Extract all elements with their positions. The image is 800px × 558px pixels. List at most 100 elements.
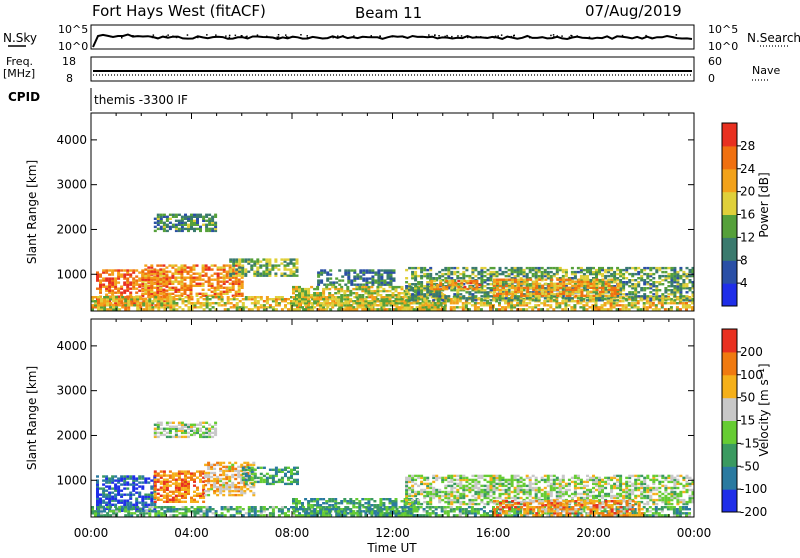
power-ylabel: Slant Range [km]: [25, 160, 39, 264]
heatmap-cell: [529, 287, 532, 289]
heatmap-cell: [584, 295, 587, 297]
heatmap-cell: [199, 428, 202, 430]
heatmap-cell: [160, 506, 163, 508]
heatmap-cell: [637, 281, 640, 283]
heatmap-cell: [207, 472, 210, 474]
nsearch-point: [287, 37, 289, 39]
heatmap-cell: [355, 286, 358, 288]
heatmap-cell: [364, 292, 367, 294]
heatmap-cell: [574, 277, 577, 279]
heatmap-cell: [429, 277, 432, 279]
heatmap-cell: [579, 306, 582, 308]
heatmap-cell: [178, 220, 181, 222]
nsearch-point: [553, 36, 555, 38]
heatmap-cell: [347, 271, 350, 273]
heatmap-cell: [610, 304, 613, 306]
heatmap-cell: [574, 281, 577, 283]
heatmap-cell: [102, 271, 105, 273]
heatmap-cell: [359, 271, 362, 273]
heatmap-cell: [111, 487, 114, 489]
heatmap-cell: [162, 271, 165, 273]
nsearch-point: [497, 35, 499, 37]
heatmap-cell: [193, 273, 196, 275]
heatmap-cell: [643, 287, 646, 289]
heatmap-cell: [160, 214, 163, 216]
heatmap-cell: [178, 499, 181, 501]
heatmap-cell: [613, 304, 616, 306]
heatmap-cell: [221, 304, 224, 306]
heatmap-cell: [511, 279, 514, 281]
nsearch-point: [509, 36, 511, 38]
heatmap-cell: [229, 268, 232, 270]
heatmap-cell: [202, 279, 205, 281]
heatmap-cell: [202, 271, 205, 273]
heatmap-cell: [547, 267, 550, 269]
heatmap-cell: [410, 302, 413, 304]
heatmap-cell: [208, 283, 211, 285]
heatmap-cell: [543, 304, 546, 306]
heatmap-cell: [508, 283, 511, 285]
heatmap-cell: [522, 308, 525, 310]
colorbar-segment: [722, 215, 737, 238]
heatmap-cell: [172, 426, 175, 428]
heatmap-cell: [185, 510, 188, 512]
heatmap-cell: [335, 277, 338, 279]
heatmap-cell: [529, 267, 532, 269]
heatmap-cell: [178, 436, 181, 438]
heatmap-cell: [523, 299, 526, 301]
heatmap-cell: [103, 510, 106, 512]
heatmap-cell: [141, 481, 144, 483]
heatmap-cell: [361, 304, 364, 306]
heatmap-cell: [441, 299, 444, 301]
heatmap-cell: [604, 304, 607, 306]
heatmap-cell: [123, 504, 126, 506]
heatmap-cell: [163, 222, 166, 224]
heatmap-cell: [166, 304, 169, 306]
heatmap-cell: [301, 298, 304, 300]
heatmap-cell: [598, 297, 601, 299]
heatmap-cell: [395, 302, 398, 304]
heatmap-cell: [562, 283, 565, 285]
heatmap-cell: [346, 286, 349, 288]
heatmap-cell: [329, 284, 332, 286]
heatmap-cell: [200, 296, 203, 298]
heatmap-cell: [514, 275, 517, 277]
heatmap-cell: [211, 283, 214, 285]
heatmap-cell: [367, 286, 370, 288]
heatmap-cell: [169, 491, 172, 493]
heatmap-cell: [111, 496, 114, 498]
heatmap-cell: [239, 300, 242, 302]
heatmap-cell: [287, 275, 290, 277]
heatmap-cell: [649, 283, 652, 285]
heatmap-cell: [220, 277, 223, 279]
heatmap-cell: [214, 222, 217, 224]
heatmap-cell: [214, 273, 217, 275]
heatmap-cell: [126, 269, 129, 271]
heatmap-cell: [204, 464, 207, 466]
heatmap-cell: [230, 302, 233, 304]
heatmap-cell: [359, 284, 362, 286]
heatmap-cell: [652, 293, 655, 295]
heatmap-cell: [248, 308, 251, 310]
heatmap-cell: [154, 510, 157, 512]
heatmap-cell: [202, 216, 205, 218]
heatmap-cell: [207, 494, 210, 496]
heatmap-cell: [622, 269, 625, 271]
heatmap-cell: [580, 283, 583, 285]
heatmap-cell: [278, 510, 281, 512]
heatmap-cell: [235, 275, 238, 277]
heatmap-cell: [120, 292, 123, 294]
heatmap-cell: [685, 302, 688, 304]
heatmap-cell: [514, 279, 517, 281]
heatmap-cell: [465, 275, 468, 277]
heatmap-cell: [379, 294, 382, 296]
nsearch-point: [153, 34, 155, 36]
heatmap-cell: [284, 512, 287, 514]
heatmap-cell: [411, 277, 414, 279]
heatmap-cell: [127, 296, 130, 298]
heatmap-cell: [178, 228, 181, 230]
heatmap-cell: [652, 304, 655, 306]
heatmap-cell: [108, 485, 111, 487]
heatmap-cell: [528, 306, 531, 308]
heatmap-cell: [676, 302, 679, 304]
